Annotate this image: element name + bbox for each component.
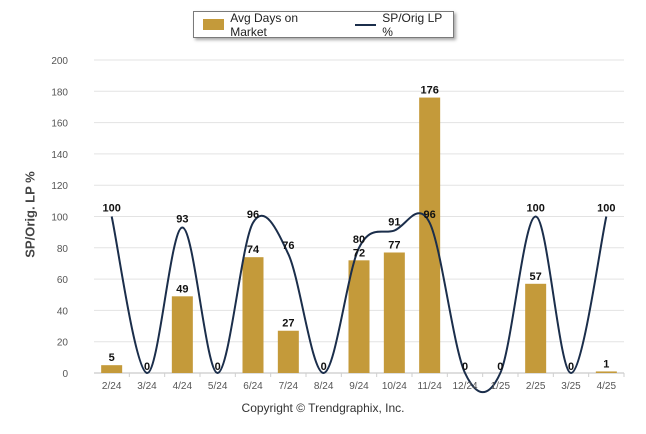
x-axis-ticks: 2/24 3/24 4/24 5/24 6/24 7/24 8/24 9/24 10/24 11/… bbox=[102, 373, 625, 392]
bar bbox=[595, 371, 617, 373]
legend-bar-label: Avg Days on Market bbox=[230, 10, 299, 39]
y-tick-label: 60 bbox=[57, 275, 69, 286]
line-value-label: 0 bbox=[497, 361, 503, 373]
line-value-label: 100 bbox=[597, 203, 615, 215]
bar-value-label: 176 bbox=[420, 85, 438, 97]
bar bbox=[419, 97, 441, 373]
x-tick-label: 2/24 bbox=[102, 381, 122, 392]
y-axis-ticks: 0 20 40 60 80 100 120 140 160 180 200 bbox=[51, 56, 68, 380]
x-tick-label: 1/25 bbox=[491, 381, 511, 392]
x-tick-label: 6/24 bbox=[243, 381, 263, 392]
bar bbox=[171, 296, 193, 373]
legend-bar-swatch bbox=[203, 19, 225, 30]
y-tick-label: 20 bbox=[57, 338, 69, 349]
y-tick-label: 100 bbox=[51, 213, 68, 224]
copyright-text: Copyright © Trendgraphix, Inc. bbox=[241, 401, 405, 415]
series-line bbox=[110, 212, 608, 393]
line-value-label: 91 bbox=[388, 217, 400, 229]
legend-line-swatch bbox=[355, 23, 377, 26]
y-tick-label: 120 bbox=[51, 181, 68, 192]
x-tick-label: 11/24 bbox=[418, 381, 443, 392]
bar-value-label: 49 bbox=[176, 283, 188, 295]
line-value-label: 96 bbox=[247, 209, 259, 221]
legend-line-label: SP/Orig LP % bbox=[382, 10, 443, 39]
bar bbox=[101, 365, 123, 373]
bar-value-label: 1 bbox=[603, 358, 609, 370]
bar bbox=[242, 257, 264, 373]
y-tick-label: 40 bbox=[57, 306, 69, 317]
x-tick-label: 4/24 bbox=[173, 381, 193, 392]
data-labels: 5 49 74 27 72 77 176 57 1 100 0 93 0 96 76 0 80 91 96 0 0 100… bbox=[102, 85, 615, 373]
bar-series bbox=[101, 97, 617, 373]
line-value-label: 100 bbox=[526, 203, 544, 215]
legend: Avg Days on Market SP/Orig LP % bbox=[193, 11, 454, 39]
y-tick-label: 80 bbox=[57, 244, 69, 255]
x-tick-label: 2/25 bbox=[526, 381, 546, 392]
x-tick-label: 3/25 bbox=[561, 381, 581, 392]
line-value-label: 80 bbox=[353, 234, 365, 246]
y-tick-label: 0 bbox=[62, 369, 68, 380]
line-series bbox=[110, 212, 608, 393]
bar-value-label: 72 bbox=[353, 247, 365, 259]
x-tick-label: 3/24 bbox=[137, 381, 157, 392]
y-tick-label: 160 bbox=[51, 119, 68, 130]
line-value-label: 0 bbox=[215, 361, 221, 373]
x-tick-label: 4/25 bbox=[597, 381, 617, 392]
bar bbox=[277, 330, 299, 373]
legend-item-line[interactable]: SP/Orig LP % bbox=[343, 11, 453, 39]
y-tick-label: 200 bbox=[51, 56, 68, 67]
x-tick-label: 8/24 bbox=[314, 381, 334, 392]
y-tick-label: 180 bbox=[51, 87, 68, 98]
line-value-label: 0 bbox=[144, 361, 150, 373]
bar-value-label: 74 bbox=[247, 244, 260, 256]
bar-value-label: 57 bbox=[530, 271, 542, 283]
y-axis-label: SP/Orig. LP % bbox=[22, 171, 38, 258]
bar bbox=[525, 283, 547, 373]
bar bbox=[383, 252, 405, 373]
line-value-label: 93 bbox=[176, 213, 188, 225]
x-tick-label: 5/24 bbox=[208, 381, 228, 392]
line-value-label: 0 bbox=[321, 361, 327, 373]
y-tick-label: 140 bbox=[51, 150, 68, 161]
bar-value-label: 5 bbox=[109, 352, 115, 364]
line-value-label: 0 bbox=[568, 361, 574, 373]
legend-item-bar[interactable]: Avg Days on Market bbox=[203, 11, 334, 39]
line-value-label: 0 bbox=[462, 361, 468, 373]
bar bbox=[348, 260, 370, 373]
bar-value-label: 77 bbox=[388, 239, 400, 251]
line-value-label: 76 bbox=[282, 240, 294, 252]
x-tick-label: 9/24 bbox=[349, 381, 369, 392]
x-tick-label: 10/24 bbox=[382, 381, 407, 392]
line-value-label: 100 bbox=[102, 203, 120, 215]
x-tick-label: 7/24 bbox=[279, 381, 299, 392]
line-value-label: 96 bbox=[424, 209, 436, 221]
x-tick-label: 12/24 bbox=[452, 381, 477, 392]
bar-value-label: 27 bbox=[282, 318, 294, 330]
